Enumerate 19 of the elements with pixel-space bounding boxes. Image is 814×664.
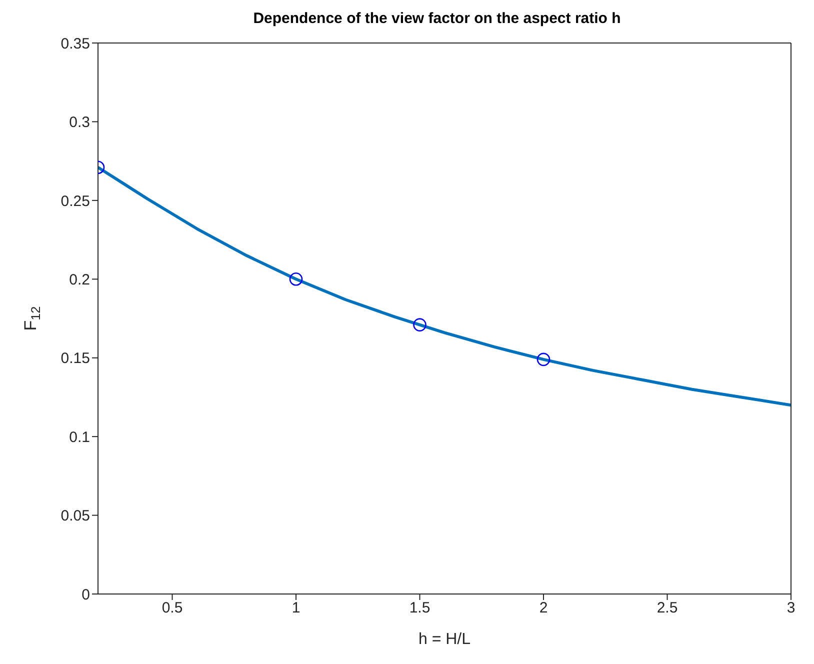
x-tick-label: 0.5 [162,600,183,617]
x-tick-label: 1 [292,600,300,617]
y-tick-label: 0.25 [60,192,90,210]
x-tick-label: 1.5 [409,600,430,617]
y-tick-label: 0.1 [69,428,90,446]
x-tick-label: 2.5 [656,600,678,617]
point [413,318,426,332]
y-tick-label: 0.2 [69,271,90,288]
x-tick-label: 2 [539,600,548,617]
y-tick-label: 0.05 [60,508,90,525]
y-tick-label: 0.35 [60,35,90,52]
point [536,352,550,366]
y-tick-label: 0.15 [60,350,90,368]
x-axis-title: h = H/L [418,631,471,648]
x-tick-label: 3 [786,600,796,617]
chart-title: Dependence of the view factor on the aspect ratio h [252,9,622,29]
point [289,272,303,286]
y-tick-label: 0 [82,586,90,604]
y-tick-label: 0.3 [69,114,90,132]
